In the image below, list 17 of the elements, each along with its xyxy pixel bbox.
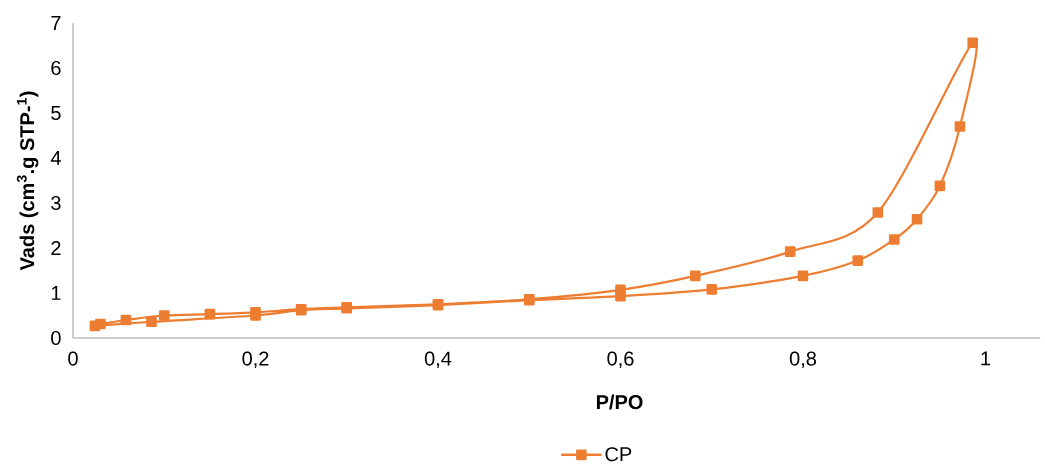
x-tick-label: 0,4	[424, 351, 452, 369]
x-tick-label: 0	[68, 351, 78, 366]
x-tick-label: 0,8	[789, 351, 817, 369]
y-tick-label: 4	[50, 151, 61, 165]
y-tick-label: 5	[51, 106, 61, 120]
y-tick-label: 7	[51, 16, 61, 30]
legend-label: CP	[605, 447, 632, 462]
y-tick-label: 6	[51, 60, 61, 76]
x-tick-label: 0,6	[607, 351, 634, 369]
x-axis-title: P/PO	[596, 394, 643, 410]
y-tick-label: 0	[51, 330, 61, 346]
y-tick-label: 1	[51, 286, 61, 300]
y-axis-title: Vads (cm$^{3}$.g STP-$^{1}$)	[16, 91, 39, 271]
y-tick-label: 3	[51, 195, 61, 211]
x-tick-label: 1	[981, 351, 991, 366]
x-tick-label: 0,2	[242, 351, 269, 369]
y-tick-label: 2	[51, 241, 61, 255]
